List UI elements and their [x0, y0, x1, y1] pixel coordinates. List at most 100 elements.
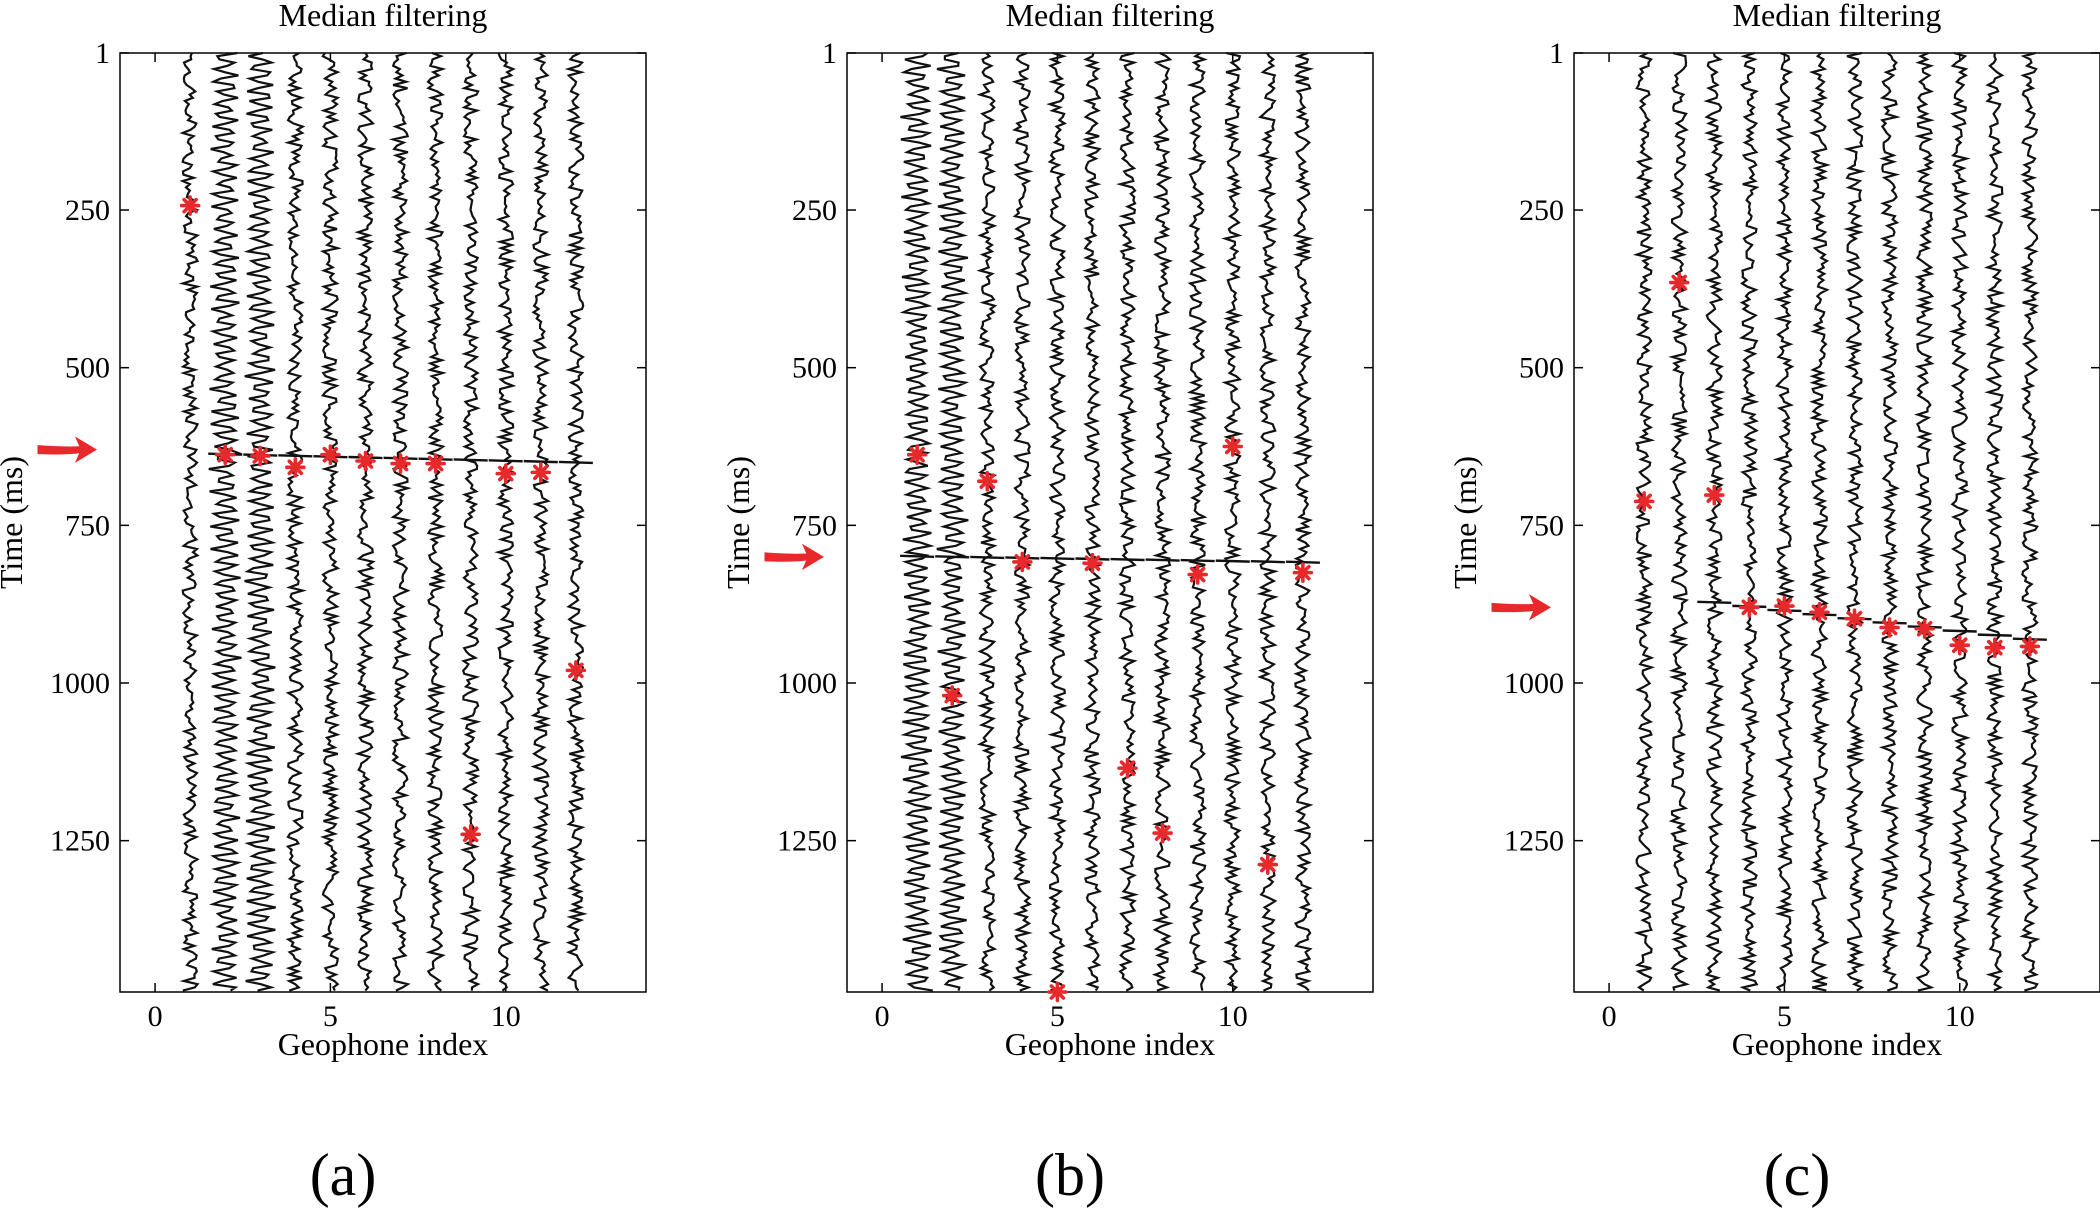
y-tick-label: 750 — [1519, 509, 1564, 542]
seismic-trace — [976, 52, 998, 992]
seismic-trace — [564, 52, 588, 992]
x-tick-label: 5 — [1050, 1000, 1065, 1033]
seismic-trace — [354, 52, 378, 992]
pick-marker — [906, 444, 928, 466]
y-tick-label: 1250 — [1504, 825, 1564, 858]
event-line — [1040, 556, 1075, 561]
panel-label: (b) — [1035, 1142, 1105, 1208]
seismic-trace — [1983, 52, 2007, 992]
event-line — [1697, 600, 1732, 604]
y-axis-label: Time (ms) — [720, 456, 756, 589]
axes-box — [1573, 52, 2100, 993]
seismic-trace — [1668, 51, 1690, 991]
seismic-trace — [424, 51, 447, 992]
event-line — [278, 454, 313, 458]
pick-marker — [941, 685, 963, 706]
x-tick-label: 5 — [1777, 1000, 1792, 1033]
y-tick-label: 1000 — [50, 667, 110, 700]
event-line — [900, 554, 935, 559]
pick-marker — [976, 470, 998, 492]
pick-marker — [1984, 637, 2006, 658]
event-line — [1215, 559, 1250, 563]
y-tick-label: 500 — [65, 352, 110, 385]
pick-marker — [285, 457, 306, 478]
x-axis-label: Geophone index — [1005, 1026, 1216, 1062]
pick-marker — [1668, 272, 1690, 293]
chart-title: Median filtering — [279, 0, 488, 33]
seismic-trace — [1221, 51, 1245, 992]
pick-marker — [495, 463, 517, 484]
event-arrow — [1491, 594, 1551, 621]
seismic-trace — [494, 52, 518, 992]
pick-marker — [1703, 484, 1725, 506]
pick-marker — [1844, 608, 1865, 629]
y-tick-label: 1000 — [777, 667, 837, 700]
event-line — [1285, 560, 1320, 564]
seismic-trace — [530, 52, 553, 992]
y-tick-label: 750 — [65, 509, 110, 542]
event-line — [1250, 559, 1285, 564]
pick-marker — [1152, 822, 1173, 844]
pick-marker — [214, 444, 236, 466]
seismic-trace — [319, 52, 342, 992]
pick-marker — [390, 453, 411, 474]
axes-box — [846, 52, 1374, 993]
pick-marker — [1949, 634, 1971, 656]
pick-marker — [1914, 618, 1935, 640]
x-tick-label: 0 — [1602, 1000, 1617, 1033]
y-axis-label: Time (ms) — [0, 456, 29, 589]
pick-marker — [1774, 595, 1795, 617]
seismic-trace — [1772, 51, 1796, 992]
event-line — [1942, 629, 1977, 633]
x-tick-label: 10 — [491, 1000, 521, 1033]
pick-marker — [460, 824, 481, 845]
pick-marker — [2019, 636, 2041, 657]
y-tick-label: 500 — [792, 352, 837, 385]
pick-marker — [1047, 981, 1068, 1003]
seismic-trace — [1011, 51, 1034, 992]
axes-box — [119, 52, 647, 993]
x-tick-label: 10 — [1945, 1000, 1975, 1033]
pick-marker — [1222, 436, 1244, 457]
y-tick-label: 1250 — [777, 825, 837, 858]
x-tick-label: 10 — [1218, 1000, 1248, 1033]
y-tick-label: 500 — [1519, 352, 1564, 385]
y-tick-label: 1250 — [50, 825, 110, 858]
seismic-trace — [1632, 52, 1656, 992]
event-line — [523, 459, 558, 464]
seismic-trace — [1808, 52, 1831, 992]
event-line — [935, 555, 970, 559]
pick-marker — [1257, 854, 1279, 875]
seismic-trace — [2019, 51, 2041, 992]
seismic-trace — [1045, 51, 1068, 992]
event-line — [453, 458, 488, 462]
panel-label: (a) — [310, 1142, 377, 1208]
x-tick-label: 0 — [148, 1000, 163, 1033]
y-tick-label: 250 — [1519, 194, 1564, 227]
y-tick-label: 1 — [95, 37, 110, 70]
event-line — [1110, 557, 1145, 562]
seismic-trace — [1081, 52, 1104, 992]
pick-marker — [1633, 491, 1655, 512]
seismic-trace — [1737, 51, 1761, 992]
seismic-trace — [1115, 51, 1140, 992]
panel-label: (c) — [1764, 1142, 1831, 1208]
seismic-trace — [1843, 51, 1866, 992]
seismic-trace — [1186, 52, 1209, 991]
event-line — [1145, 558, 1180, 562]
x-axis-label: Geophone index — [1732, 1026, 1943, 1062]
pick-marker — [425, 453, 446, 474]
x-tick-label: 5 — [323, 1000, 338, 1033]
event-line — [1180, 558, 1215, 563]
seismic-trace — [1703, 52, 1726, 992]
x-axis-label: Geophone index — [278, 1026, 489, 1062]
event-line — [1977, 633, 2012, 637]
seismic-trace — [1878, 52, 1902, 992]
seismic-trace — [388, 51, 412, 992]
y-tick-label: 1 — [822, 37, 837, 70]
pick-marker — [1292, 562, 1314, 583]
